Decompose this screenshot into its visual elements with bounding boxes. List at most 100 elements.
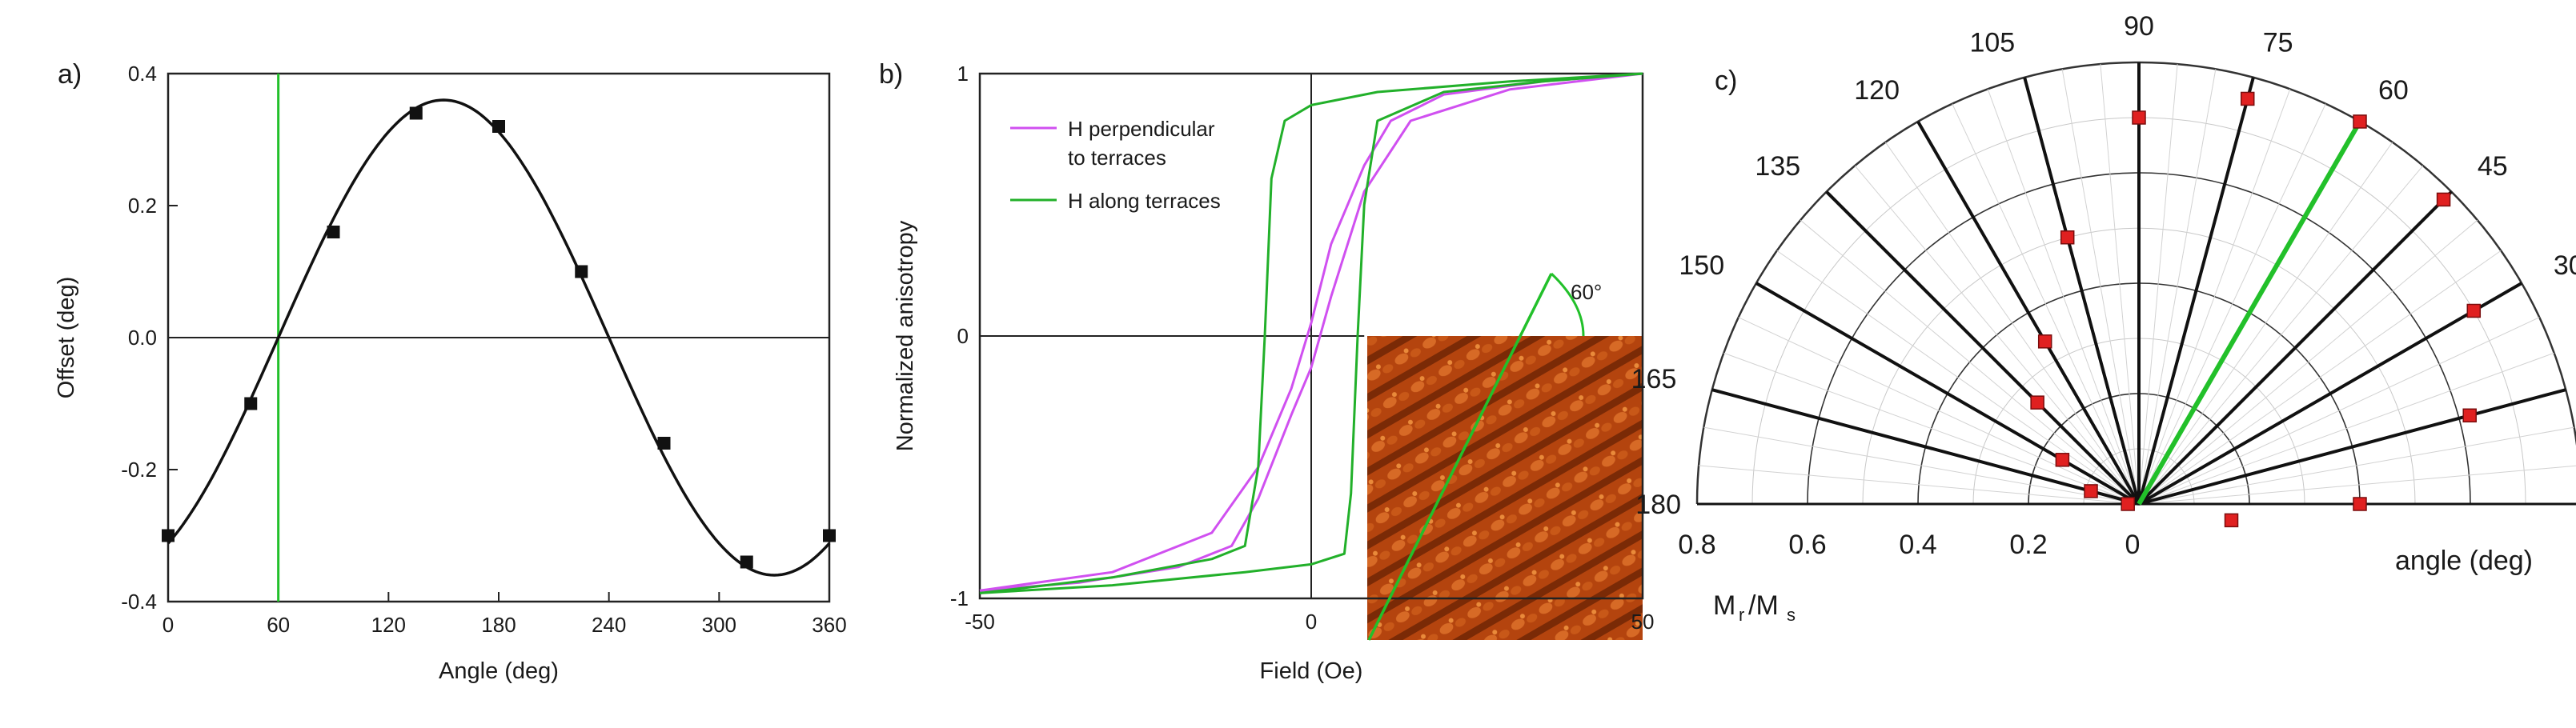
polar-minor-spoke (2138, 317, 2540, 505)
panel-a-y-label: Offset (deg) (54, 277, 79, 399)
panel-a-x-tick-label: 0 (163, 613, 174, 637)
polar-angle-tick-label: 180 (1635, 490, 1681, 520)
panel-c-label: c) (1715, 66, 1737, 96)
panel-a-data-point (740, 555, 753, 569)
panel-a: a) 0 60 120 180 240 300 360 -0.4-0.20.00.20.4 … (54, 59, 847, 684)
polar-minor-spoke (1723, 352, 2140, 505)
polar-minor-spoke (2138, 103, 2326, 505)
panel-b-y-tick-label: 1 (957, 62, 969, 86)
polar-highlight-60 (2137, 120, 2362, 506)
polar-data-point (2240, 91, 2255, 106)
polar-data-point (2436, 192, 2451, 207)
panel-a-x-ticks: 0 60 120 180 240 300 360 (163, 592, 847, 637)
polar-minor-spoke (1884, 142, 2140, 505)
panel-a-y-ticks: -0.4 -0.2 0.0 0.2 0.4 (121, 62, 178, 614)
polar-angle-tick-label: 45 (2478, 151, 2508, 182)
polar-data-point (2055, 453, 2070, 467)
panel-a-x-tick-label: 240 (592, 613, 626, 637)
panel-a-x-tick-label: 60 (267, 613, 290, 637)
panel-a-data-point (823, 529, 836, 542)
panel-a-x-tick-label: 360 (812, 613, 846, 637)
inset-angle-arc (1550, 272, 1585, 337)
panel-a-data-point (492, 120, 505, 133)
polar-spoke (1916, 120, 2141, 506)
polar-minor-spoke (2138, 426, 2574, 505)
inset-angle-label: 60° (1571, 280, 1602, 304)
legend-label-along: H along terraces (1068, 189, 1221, 213)
polar-angle-tick-label: 165 (1631, 364, 1677, 394)
panel-a-data-point (244, 397, 258, 410)
panel-a-x-tick-label: 180 (481, 613, 516, 637)
polar-radial-tick-label: 0.8 (1678, 530, 1715, 560)
inset-angle-line (1367, 273, 1553, 641)
panel-b-curve-upper (979, 72, 1643, 594)
panel-a-x-label: Angle (deg) (439, 658, 559, 684)
polar-minor-spoke (2138, 69, 2217, 505)
legend-label-perpendicular-2: to terraces (1068, 146, 1166, 170)
polar-angle-tick-label: 135 (1755, 151, 1800, 182)
polar-angle-axis-label: angle (deg) (2395, 546, 2533, 576)
panel-b-x-tick-label: 0 (1306, 610, 1317, 634)
stm-inset-image (1367, 336, 1643, 640)
polar-spoke (2023, 77, 2141, 505)
polar-minor-spoke (1987, 89, 2140, 505)
panel-b-x-label: Field (Oe) (1260, 658, 1363, 684)
polar-data-point (2030, 395, 2044, 410)
polar-spoke (1825, 190, 2141, 506)
panel-b-x-ticks: -50 0 50 (965, 589, 1654, 634)
polar-minor-spoke (1699, 465, 2140, 505)
polar-data-point (2462, 408, 2477, 423)
polar-minor-spoke (1952, 103, 2140, 505)
polar-minor-spoke (2100, 64, 2140, 505)
polar-minor-spoke (1800, 219, 2140, 505)
panel-b-curves (979, 72, 1643, 594)
panel-b-curve-lower (979, 72, 1643, 594)
polar-radial-tick-label: 0 (2125, 530, 2141, 560)
legend-label-perpendicular-1: H perpendicular (1068, 117, 1215, 141)
panel-a-y-tick-label: -0.4 (121, 590, 157, 614)
panel-a-x-tick-label: 120 (371, 613, 406, 637)
polar-data-point (2084, 484, 2098, 498)
panel-a-data-point (575, 265, 588, 278)
panel-a-x-tick-label: 300 (702, 613, 736, 637)
polar-minor-spoke (2061, 69, 2140, 505)
polar-data-point (2353, 114, 2367, 129)
polar-data-point (2132, 110, 2146, 125)
polar-minor-spoke (2138, 142, 2393, 505)
panel-b-y-label: Normalized anisotropy (893, 220, 918, 451)
polar-angle-tick-label: 60 (2378, 75, 2409, 106)
polar-data-point (2224, 513, 2239, 528)
polar-angle-labels: 0153045607590105120135150165180 (1631, 11, 2576, 520)
polar-radial-labels: 0.8 0.6 0.4 0.2 0 (1678, 530, 2140, 560)
polar-minor-spoke (1738, 317, 2140, 505)
panel-a-y-tick-label: 0.4 (128, 62, 157, 86)
panel-a-data-point (327, 226, 340, 238)
panel-a-y-tick-label: 0.0 (128, 326, 157, 350)
panel-b-y-ticks: -1 0 1 (950, 62, 989, 610)
panel-b-curve-upper (979, 72, 1643, 592)
panel-a-data-point (657, 437, 671, 450)
polar-spokes (1711, 62, 2566, 506)
polar-data-point (2060, 230, 2075, 245)
polar-grid (1695, 61, 2576, 506)
polar-data-point (2037, 334, 2052, 349)
polar-angle-tick-label: 30 (2554, 250, 2576, 281)
panel-a-points (162, 106, 836, 569)
panel-b-y-tick-label: 0 (957, 324, 969, 348)
panel-a-y-tick-label: 0.2 (128, 194, 157, 218)
polar-spoke (2138, 282, 2523, 506)
polar-minor-spoke (2138, 64, 2178, 505)
panel-a-label: a) (58, 59, 82, 90)
polar-points (2030, 91, 2482, 528)
polar-minor-spoke (2138, 465, 2576, 505)
polar-angle-tick-label: 105 (1969, 27, 2015, 58)
polar-angle-tick-label: 90 (2124, 11, 2154, 42)
polar-minor-spoke (1703, 426, 2140, 505)
polar-spoke (2138, 388, 2566, 506)
polar-minor-spoke (2138, 219, 2478, 505)
polar-minor-spoke (1776, 250, 2140, 505)
panel-b-y-tick-label: -1 (950, 586, 969, 610)
polar-minor-spoke (2138, 89, 2291, 505)
polar-spoke (2137, 77, 2255, 505)
panel-a-y-tick-label: -0.2 (121, 458, 157, 482)
